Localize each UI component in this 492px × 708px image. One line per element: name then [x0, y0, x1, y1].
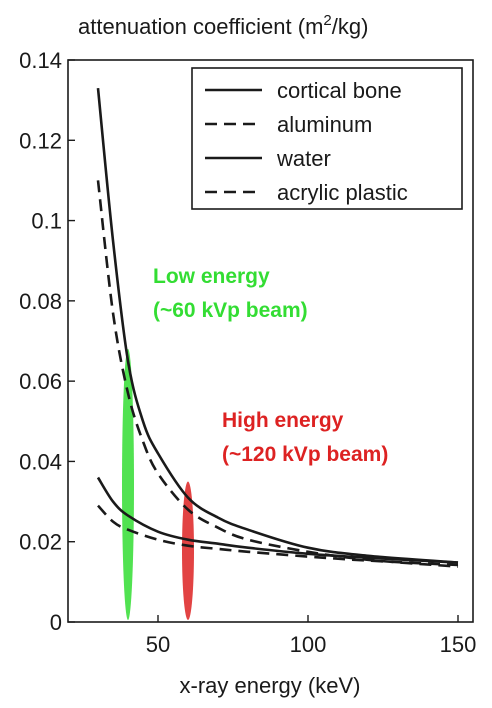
y-tick-label: 0.14: [19, 48, 62, 73]
series-group: [96, 87, 459, 568]
x-tick-label: 150: [440, 632, 477, 657]
legend-items: cortical bone aluminum water acrylic plasti…: [205, 78, 408, 205]
y-tick-label: 0: [50, 610, 62, 635]
series-water: [96, 476, 459, 564]
annotations: Low energy (~60 kVp beam) High energy (~120…: [153, 265, 388, 466]
series-acrylic-plastic: [97, 504, 459, 567]
series-cortical-bone: [96, 87, 459, 564]
legend-item-water-label: water: [276, 146, 331, 171]
high-energy-marker: [182, 481, 194, 620]
y-axis: 0 0.02 0.04 0.06 0.08 0.1 0.12 0.14: [19, 48, 75, 635]
high-energy-annotation-line: (~120 kVp beam): [222, 443, 388, 466]
legend-item-cortical-bone-label: cortical bone: [277, 78, 402, 103]
y-tick-label: 0.12: [19, 128, 62, 153]
y-tick-label: 0.08: [19, 289, 62, 314]
chart-title-main: attenuation coefficient (m: [78, 14, 323, 39]
legend-box: [191, 67, 463, 210]
chart-title-superscript: 2: [323, 12, 331, 29]
x-tick-label: 50: [146, 632, 170, 657]
low-energy-annotation-line: Low energy: [153, 265, 270, 288]
chart-title-tail: /kg): [332, 14, 369, 39]
y-tick-label: 0.02: [19, 530, 62, 555]
energy-markers: [122, 349, 194, 620]
legend: cortical bone aluminum water acrylic plasti…: [191, 67, 463, 210]
plot-frame: [67, 59, 474, 623]
low-energy-marker: [122, 349, 134, 620]
x-axis-label: x-ray energy (keV): [180, 673, 361, 698]
x-axis: 50 100 150: [146, 615, 477, 657]
high-energy-annotation-line: High energy: [222, 409, 344, 432]
y-tick-label: 0.1: [31, 209, 62, 234]
series-aluminum: [96, 180, 459, 568]
low-energy-annotation-line: (~60 kVp beam): [153, 299, 308, 322]
y-tick-label: 0.06: [19, 369, 62, 394]
legend-item-aluminum-label: aluminum: [277, 112, 372, 137]
y-tick-label: 0.04: [19, 449, 62, 474]
x-tick-label: 100: [290, 632, 327, 657]
legend-item-acrylic-plastic-label: acrylic plastic: [277, 180, 408, 205]
chart-title: attenuation coefficient (m2/kg): [78, 12, 368, 39]
